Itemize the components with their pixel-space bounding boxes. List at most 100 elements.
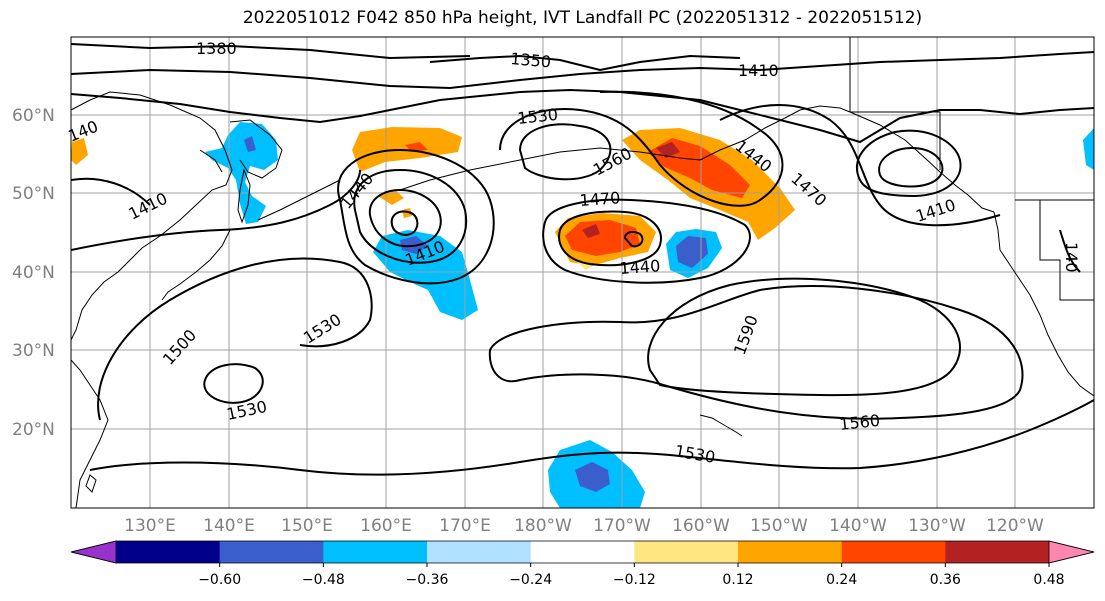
lat-label: 20°N xyxy=(12,420,55,440)
contour-label: 1380 xyxy=(196,39,237,58)
colorbar-segment xyxy=(116,541,221,563)
colorbar-segment xyxy=(323,541,428,563)
contour-low-mid xyxy=(353,168,468,264)
contour-label: 1530 xyxy=(516,105,558,128)
contour-1530-small xyxy=(203,363,264,404)
contour-1440-north xyxy=(71,88,1094,144)
colorbar-segment xyxy=(634,541,739,563)
contour-1470-arc xyxy=(719,104,1001,227)
colorbar-tick-label: −0.12 xyxy=(613,572,656,588)
coastline-aleutians xyxy=(399,147,701,191)
contour-low-core xyxy=(390,210,419,236)
lon-label: 170°W xyxy=(593,516,651,536)
contour-label: 1410 xyxy=(738,61,779,80)
contour-1560-ring xyxy=(518,123,612,181)
map-frame xyxy=(70,36,1095,509)
contour-label: 1560 xyxy=(838,411,880,434)
contour-label: 1470 xyxy=(579,188,621,210)
lon-label: 140°E xyxy=(203,516,255,536)
lon-label: 160°W xyxy=(672,516,730,536)
colorbar-ticks: −0.60 −0.48 −0.36 −0.24 −0.12 0.12 0.24 0.36 0.4… xyxy=(198,563,1065,588)
lon-label: 170°E xyxy=(439,516,491,536)
negative-ivt-area xyxy=(575,462,610,492)
longitude-labels: 130°E 140°E 150°E 160°E 170°E 180°W 170°… xyxy=(124,516,1044,536)
colorbar-tick-label: 0.12 xyxy=(722,572,753,588)
lon-label: 120°W xyxy=(986,516,1044,536)
shading-layer xyxy=(71,122,1094,508)
coastline-japan xyxy=(161,229,231,301)
colorbar-segment xyxy=(945,541,1050,563)
contour-1410-west xyxy=(71,177,151,206)
latitude-labels: 60°N 50°N 40°N 30°N 20°N xyxy=(12,106,55,440)
positive-ivt-area xyxy=(575,260,592,270)
border-alaska-canada xyxy=(849,37,941,170)
colorbar-tick-label: −0.60 xyxy=(198,572,241,588)
coastline-taiwan xyxy=(85,474,97,493)
contour-label: 140 xyxy=(1062,242,1081,273)
coastline-north-america xyxy=(993,211,1094,397)
contour-1500 xyxy=(71,169,361,251)
contour-1410-coast xyxy=(1059,229,1081,273)
lat-label: 30°N xyxy=(12,341,55,361)
lon-label: 180°W xyxy=(514,516,572,536)
contour-label: 1350 xyxy=(510,49,552,71)
contour-1350 xyxy=(429,54,741,72)
positive-ivt-area xyxy=(582,224,600,238)
coastline-kurils xyxy=(257,179,341,221)
coastline-sea-of-okhotsk xyxy=(199,149,223,173)
colorbar-segments xyxy=(70,540,1095,564)
colorbar-segment xyxy=(219,541,324,563)
colorbar-tick-label: −0.48 xyxy=(302,572,345,588)
lon-label: 150°E xyxy=(281,516,333,536)
colorbar-tick-label: −0.36 xyxy=(406,572,449,588)
positive-ivt-area xyxy=(402,208,412,218)
negative-ivt-area xyxy=(244,136,256,152)
lon-label: 160°E xyxy=(360,516,412,536)
lat-label: 60°N xyxy=(12,106,55,126)
coastline-sakhalin xyxy=(237,168,251,224)
positive-ivt-area xyxy=(565,220,640,256)
lat-label: 50°N xyxy=(12,184,55,204)
colorbar-segment xyxy=(841,541,946,563)
colorbar-extend-high xyxy=(1048,540,1095,564)
coastline-asia xyxy=(71,91,233,341)
colorbar-extend-low xyxy=(70,540,117,564)
negative-ivt-area xyxy=(676,236,708,268)
coastline-korea-china xyxy=(71,359,109,508)
colorbar-segment xyxy=(738,541,843,563)
lon-label: 130°W xyxy=(908,516,966,536)
contour-1530-west xyxy=(97,257,373,421)
coastline-alaska-peninsula xyxy=(699,105,851,161)
height-contours xyxy=(71,43,1094,476)
lat-label: 40°N xyxy=(12,263,55,283)
contour-low-inner xyxy=(368,188,442,248)
contour-label: 1440 xyxy=(619,256,661,278)
coastline-hawaii xyxy=(699,414,743,437)
lon-label: 130°E xyxy=(124,516,176,536)
coastline-alaska xyxy=(849,37,995,213)
contour-low-outer xyxy=(337,148,495,285)
contour-1590 xyxy=(647,277,961,397)
contour-1380 xyxy=(71,43,471,60)
contour-1530-south xyxy=(89,399,1094,476)
coastline-kamchatka xyxy=(229,119,283,179)
lon-label: 140°W xyxy=(829,516,887,536)
map-title: 2022051012 F042 850 hPa height, IVT Land… xyxy=(242,8,923,28)
colorbar: −0.60 −0.48 −0.36 −0.24 −0.12 0.12 0.24 0.36 0.4… xyxy=(70,540,1095,588)
contour-1410-north xyxy=(71,51,1094,90)
lon-label: 150°W xyxy=(750,516,808,536)
contour-1440-east-low xyxy=(878,146,944,188)
contour-1470-low xyxy=(542,198,751,284)
contour-1440-low xyxy=(558,210,662,267)
positive-ivt-area xyxy=(656,142,680,158)
negative-ivt-area xyxy=(1083,128,1094,170)
contour-1560 xyxy=(488,285,1024,420)
colorbar-tick-label: 0.24 xyxy=(826,572,857,588)
contour-eddy xyxy=(623,230,644,248)
colorbar-tick-label: −0.24 xyxy=(509,572,552,588)
coastlines xyxy=(71,37,1094,508)
contour-1410-east-low xyxy=(855,129,962,198)
colorbar-tick-label: 0.48 xyxy=(1033,572,1064,588)
contour-1530-arc xyxy=(499,90,784,207)
